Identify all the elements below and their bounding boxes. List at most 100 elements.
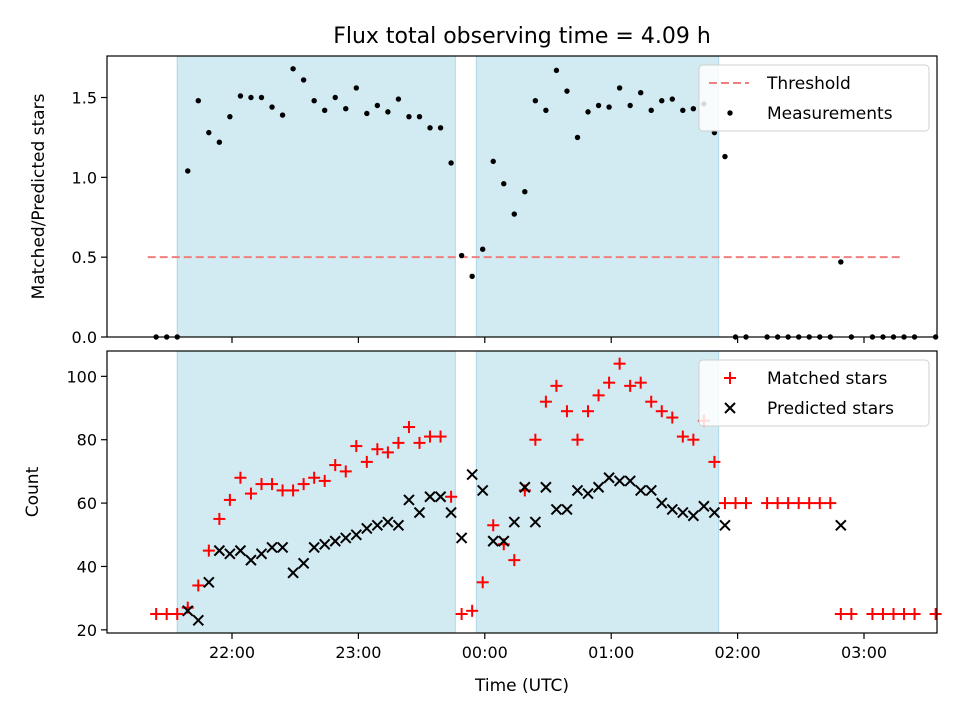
data-point	[258, 94, 265, 101]
data-point	[487, 519, 500, 532]
data-point	[266, 541, 278, 554]
data-point	[687, 510, 700, 522]
data-point	[561, 503, 573, 516]
shaded-interval-1	[176, 55, 456, 338]
y-tick-label: 40	[77, 557, 97, 576]
data-point	[287, 484, 300, 497]
y-tick-label: 1.5	[72, 89, 97, 108]
data-point	[782, 497, 795, 510]
data-point	[466, 604, 479, 617]
data-point	[592, 481, 605, 493]
data-point	[279, 112, 286, 118]
data-point	[227, 113, 233, 120]
data-point	[469, 273, 475, 280]
data-point	[160, 607, 173, 620]
data-point	[887, 607, 900, 620]
data-point	[687, 433, 700, 446]
data-point	[290, 66, 296, 72]
data-point	[445, 506, 457, 519]
data-point	[656, 497, 668, 509]
y-tick-label: 100	[66, 367, 97, 386]
data-point	[740, 497, 753, 510]
data-point	[571, 484, 584, 497]
y-tick-label: 80	[77, 431, 97, 450]
data-point	[185, 168, 191, 174]
data-point	[203, 576, 215, 589]
x-tick-label: 23:00	[335, 643, 381, 662]
data-point	[395, 96, 402, 102]
data-point	[634, 376, 647, 389]
data-point	[540, 481, 552, 493]
data-point	[353, 85, 359, 91]
legend-marker	[727, 110, 733, 116]
data-point	[529, 433, 542, 446]
data-point	[511, 211, 517, 217]
data-point	[718, 497, 731, 510]
data-point	[476, 484, 489, 497]
data-point	[834, 607, 847, 620]
data-point	[321, 107, 328, 113]
data-point	[374, 102, 381, 109]
data-point	[582, 405, 595, 418]
data-point	[300, 77, 307, 83]
data-point	[339, 465, 352, 478]
data-point	[908, 607, 921, 620]
data-point	[318, 538, 331, 550]
data-point	[318, 474, 331, 487]
ratio-panel: 0.0 0.5 1.0 1.5 Matched/Predicted stars Thres…	[29, 55, 939, 347]
data-point	[329, 459, 342, 472]
data-point	[364, 110, 370, 117]
shaded-interval-2	[475, 55, 720, 338]
data-point	[427, 125, 433, 131]
data-point	[448, 160, 454, 166]
data-point	[813, 497, 826, 510]
series-matched-stars	[150, 357, 942, 620]
data-point	[371, 519, 384, 531]
data-point	[413, 506, 426, 519]
data-point	[519, 481, 531, 493]
data-point	[645, 484, 657, 497]
data-point	[276, 484, 289, 497]
legend-box	[698, 359, 930, 427]
shaded-interval-1	[176, 350, 456, 634]
legend-marker	[724, 402, 736, 414]
data-point	[192, 579, 205, 592]
data-point	[234, 471, 247, 484]
data-point	[592, 389, 605, 402]
y-tick-label: 0.5	[72, 248, 97, 267]
data-point	[445, 490, 458, 503]
data-point	[582, 487, 594, 500]
data-point	[382, 516, 394, 528]
data-point	[434, 430, 447, 443]
data-point	[297, 557, 310, 569]
data-point	[929, 607, 942, 620]
data-point	[360, 455, 373, 468]
data-point	[550, 379, 563, 392]
data-point	[437, 125, 444, 131]
data-point	[406, 113, 412, 120]
data-point	[553, 67, 560, 74]
axes-frame	[106, 55, 938, 338]
y-tick-label: 1.0	[72, 168, 97, 187]
data-point	[529, 516, 542, 528]
data-point	[729, 497, 742, 510]
data-point	[392, 519, 405, 531]
legend: Threshold Measurements	[698, 64, 930, 132]
data-point	[698, 500, 710, 512]
data-point	[455, 532, 468, 544]
data-point	[690, 105, 697, 112]
chart-title: Flux total observing time = 4.09 h	[333, 24, 711, 49]
data-point	[350, 440, 363, 453]
data-point	[371, 443, 384, 456]
data-point	[708, 455, 721, 468]
data-point	[266, 478, 279, 491]
data-point	[564, 88, 570, 94]
data-point	[624, 379, 637, 392]
data-point	[627, 102, 633, 109]
data-point	[311, 98, 317, 104]
data-point	[343, 105, 349, 112]
data-point	[276, 541, 289, 554]
data-point	[722, 153, 728, 160]
data-point	[637, 90, 644, 96]
